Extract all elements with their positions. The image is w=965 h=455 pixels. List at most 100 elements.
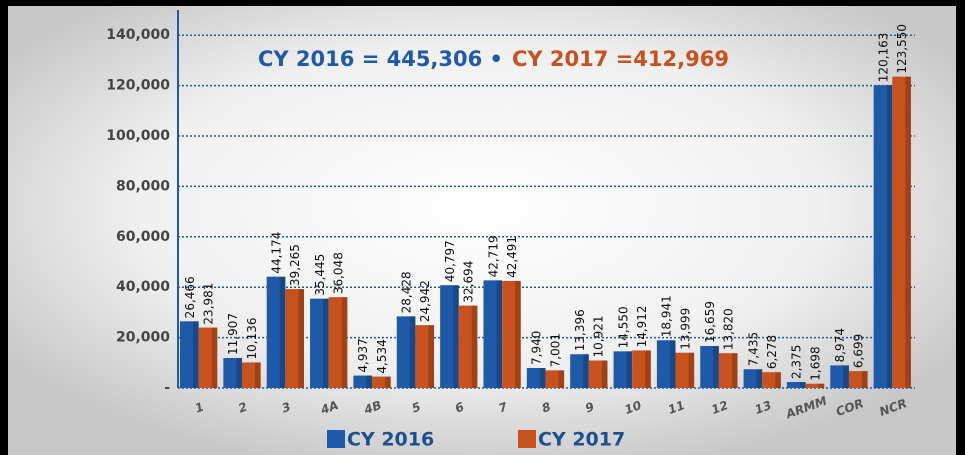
- bar-shade: [886, 85, 893, 388]
- data-label: 16,659: [703, 301, 717, 343]
- y-tick-label: 140,000: [106, 27, 170, 43]
- bar: [353, 375, 373, 388]
- bar: [328, 297, 348, 388]
- legend-label: CY 2016: [347, 429, 434, 451]
- legend-swatch: [518, 430, 536, 448]
- bar-shade: [731, 353, 738, 388]
- bar-shade: [626, 351, 633, 388]
- bar-shade: [471, 305, 478, 388]
- x-tick-label: 11: [666, 398, 686, 417]
- data-label: 14,550: [616, 306, 630, 348]
- data-label: 35,445: [313, 254, 327, 296]
- legend-swatch: [327, 430, 345, 448]
- data-label: 18,941: [660, 295, 674, 337]
- data-label: 13,396: [573, 309, 587, 351]
- data-label: 23,981: [201, 283, 215, 325]
- bar-shade: [645, 350, 651, 388]
- bar-shade: [688, 352, 695, 388]
- bar-shade: [385, 376, 391, 388]
- bar-shade: [818, 383, 825, 388]
- bar: [526, 367, 546, 388]
- bar-shade: [601, 360, 608, 388]
- bar-shade: [775, 372, 781, 388]
- bar: [223, 357, 242, 388]
- bar: [266, 276, 286, 388]
- data-label: 42,719: [486, 235, 500, 277]
- bar-shade: [298, 289, 304, 388]
- bar: [613, 351, 633, 388]
- bar: [180, 321, 199, 388]
- bar: [718, 353, 738, 388]
- bar: [440, 285, 459, 388]
- bar: [372, 376, 391, 388]
- data-label: 4,937: [356, 338, 370, 372]
- bar-shade: [193, 321, 199, 388]
- bar-shade: [799, 382, 806, 388]
- background: [8, 6, 956, 455]
- bar-shade: [428, 325, 435, 388]
- bar-shade: [341, 297, 348, 388]
- x-tick-label: 4B: [361, 398, 383, 417]
- data-label: 11,907: [226, 313, 240, 355]
- x-tick-label: 4A: [318, 398, 340, 418]
- data-label: 10,136: [245, 317, 259, 359]
- data-label: 13,820: [722, 308, 736, 350]
- bar: [675, 352, 695, 388]
- x-tick-label: 13: [753, 398, 773, 417]
- bar-shade: [496, 280, 503, 388]
- bar-shade: [861, 371, 868, 388]
- bar-shade: [515, 280, 521, 388]
- data-label: 7,435: [746, 332, 760, 366]
- bar-shade: [255, 362, 261, 388]
- bar-shade: [905, 76, 911, 389]
- data-label: 8,974: [833, 328, 847, 362]
- data-label: 1,698: [808, 346, 822, 380]
- bar-shade: [279, 276, 286, 388]
- data-label: 39,265: [288, 244, 302, 286]
- data-label: 6,278: [765, 335, 779, 369]
- bar-shade: [583, 354, 589, 388]
- data-label: 7,001: [548, 333, 562, 367]
- y-tick-label: 80,000: [116, 178, 170, 194]
- y-tick-label: 40,000: [116, 279, 170, 295]
- bar-shade: [323, 298, 329, 388]
- y-tick-label: 20,000: [116, 330, 170, 346]
- data-label: 28,428: [400, 271, 414, 313]
- data-label: 2,375: [790, 345, 804, 379]
- bar: [892, 76, 911, 389]
- data-label: 44,174: [270, 232, 284, 274]
- bar-shade: [409, 316, 416, 388]
- bar-shade: [843, 365, 849, 388]
- chart-title: CY 2016 = 445,306 •: [258, 47, 503, 71]
- legend-label: CY 2017: [538, 429, 625, 451]
- y-tick-label: 60,000: [116, 229, 170, 245]
- data-label: 13,999: [678, 308, 692, 350]
- bar: [396, 316, 416, 388]
- data-label: 42,491: [505, 236, 519, 278]
- bar: [198, 327, 218, 388]
- bar-shade: [669, 340, 676, 388]
- bar-shade: [236, 357, 242, 388]
- bar: [483, 280, 503, 388]
- data-label: 123,550: [895, 24, 909, 74]
- x-tick-label: 10: [623, 398, 643, 417]
- data-label: 40,797: [443, 240, 457, 282]
- y-tick-label: 120,000: [106, 78, 170, 94]
- data-label: 32,694: [462, 261, 476, 303]
- bar: [786, 382, 806, 388]
- data-label: 26,466: [183, 276, 197, 318]
- bar: [545, 370, 565, 388]
- data-label: 4,534: [375, 339, 389, 373]
- data-label: 7,940: [530, 331, 544, 365]
- bar: [848, 371, 868, 388]
- x-tick-label: 12: [709, 398, 729, 417]
- y-tick-label: -: [164, 380, 170, 396]
- bar-shade: [756, 369, 763, 388]
- bar: [873, 85, 893, 388]
- data-label: 10,921: [592, 315, 606, 357]
- bar: [310, 298, 329, 388]
- chart-title: CY 2017 =412,969: [512, 47, 729, 71]
- bar: [830, 365, 849, 388]
- bar-shade: [539, 367, 546, 388]
